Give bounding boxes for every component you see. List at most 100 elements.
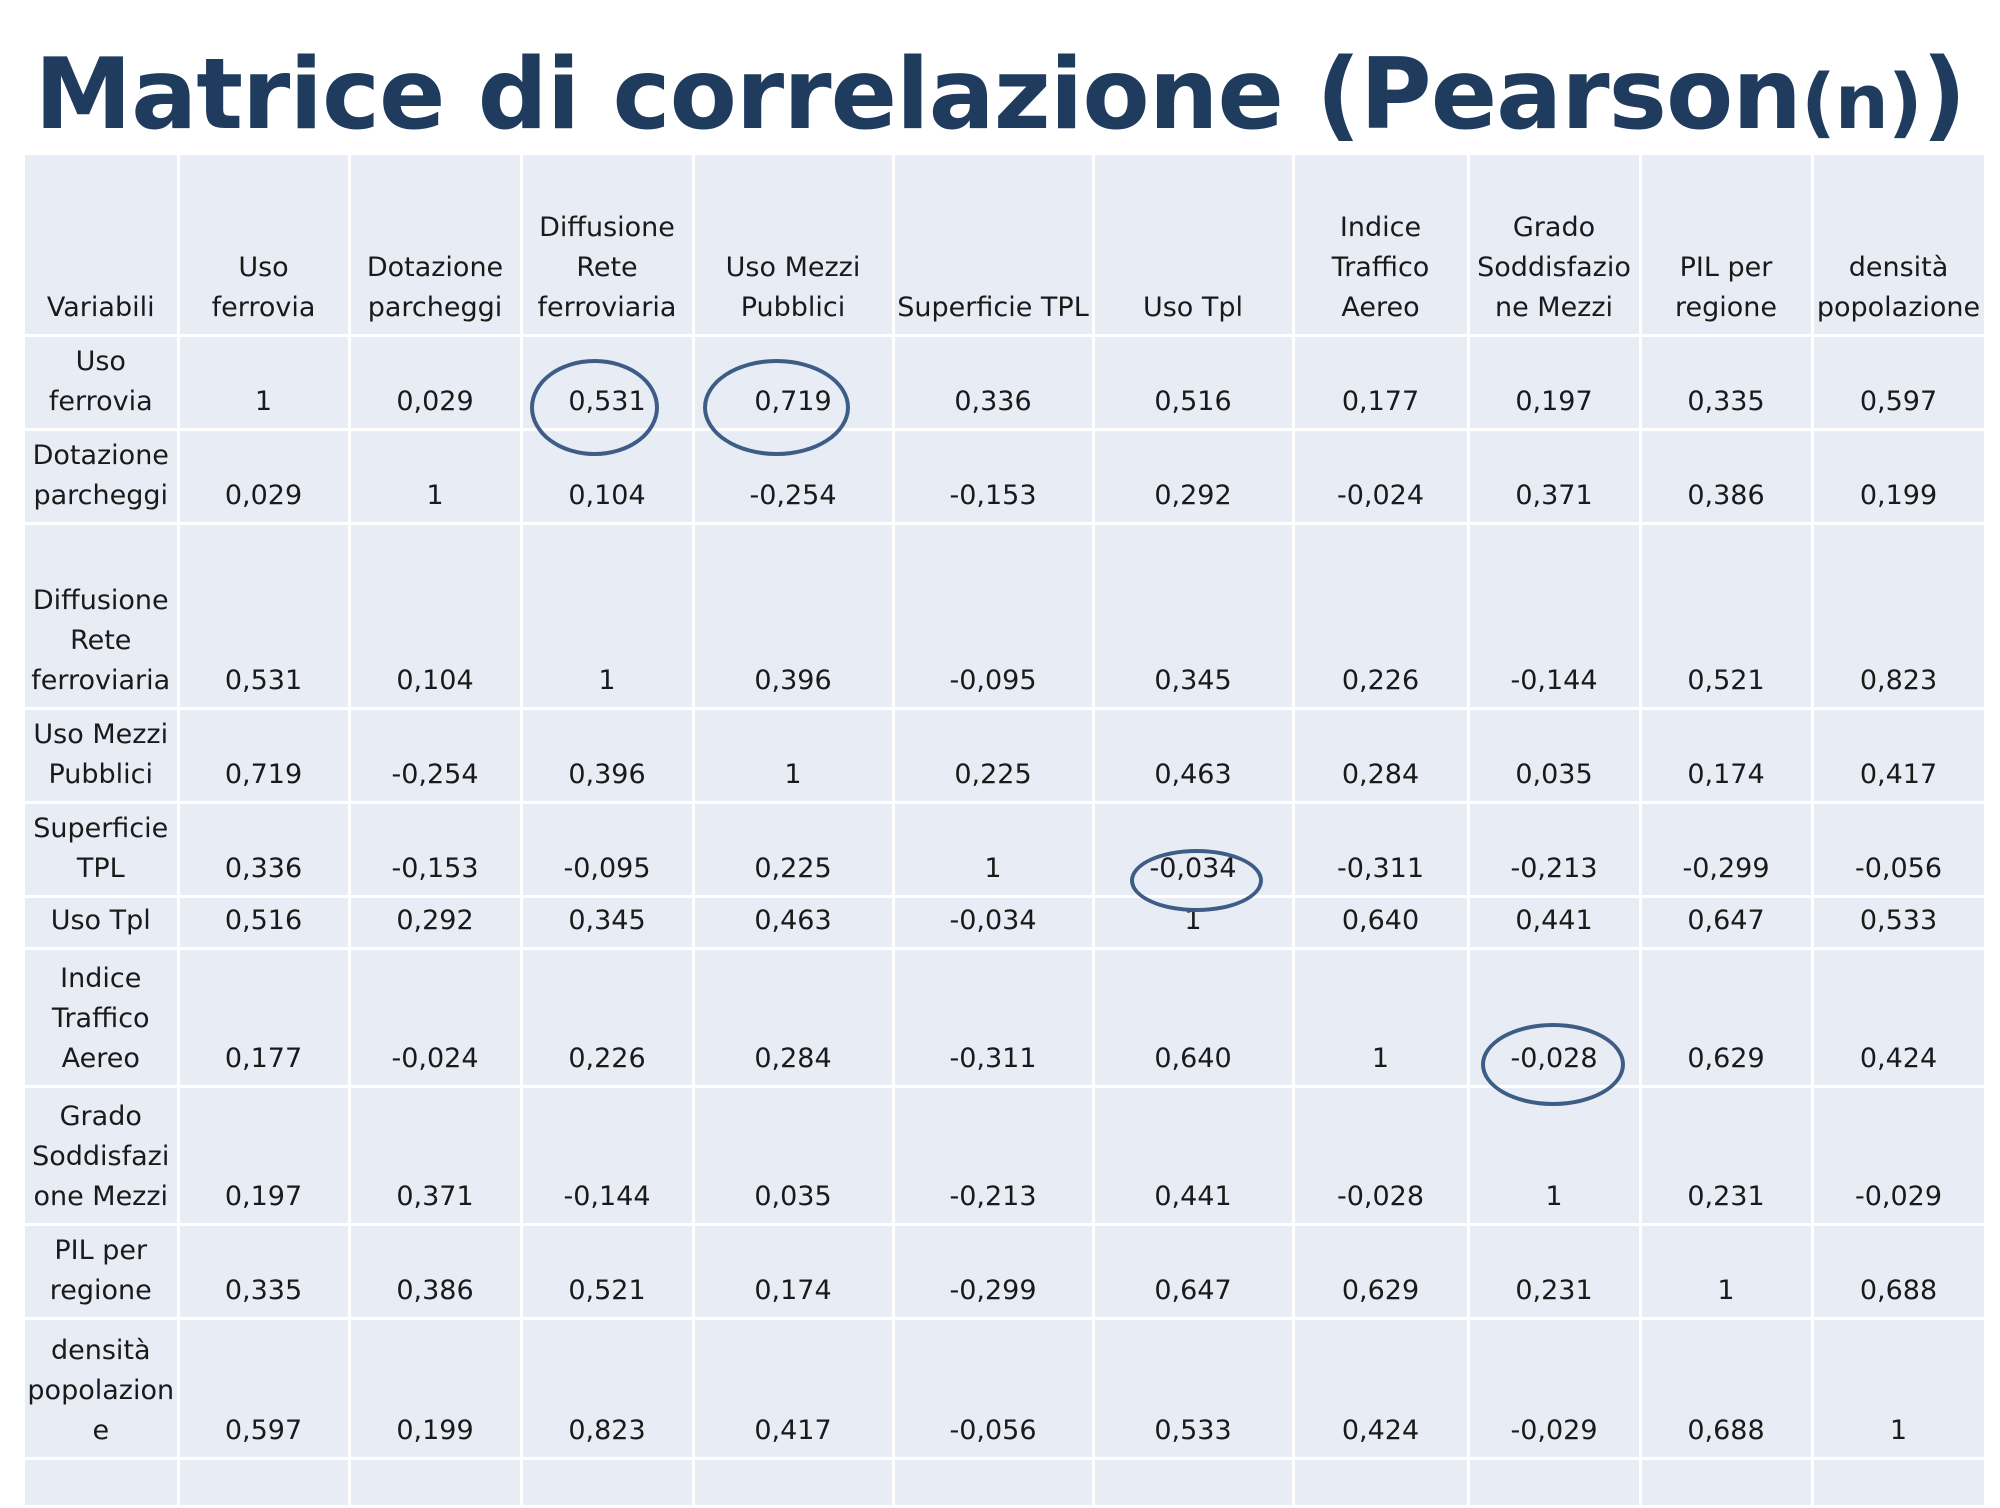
correlation-cell: 1 [1468,1086,1642,1226]
row-label: Uso Tpl [25,896,180,950]
correlation-cell: 0,424 [1293,1318,1470,1460]
correlation-cell: 0,177 [1293,335,1470,431]
correlation-matrix-table: Variabili Uso ferrovia Dotazione parcheggi… [25,155,1987,1508]
correlation-cell: 0,035 [693,1086,895,1226]
correlation-cell: 0,336 [178,802,351,898]
correlation-cell: 1 [693,708,895,804]
correlation-cell: 0,647 [1640,896,1814,950]
correlation-cell: 0,029 [349,335,523,431]
correlation-cell: 0,719 [693,335,895,431]
correlation-cell: 0,226 [1293,523,1470,710]
row-label: Uso Mezzi Pubblici [25,708,180,804]
row-label: Indice Traffico Aereo [25,948,180,1088]
correlation-cell: -0,144 [1468,523,1642,710]
table-row: Indice Traffico Aereo 0,177 -0,024 0,226 0,2… [25,948,1987,1088]
row-label: Superficie TPL [25,802,180,898]
table-row: Uso ferrovia 1 0,029 0,531 0,719 0,336 0,516 0,… [25,335,1987,431]
row-label: Dotazione parcheggi [25,429,180,525]
correlation-cell: 1 [1640,1224,1814,1320]
table-row: PIL per regione 0,335 0,386 0,521 0,174 -0,29… [25,1224,1987,1320]
empty-row [25,1458,1987,1508]
correlation-cell: 0,225 [893,708,1095,804]
empty-cell [693,1458,895,1508]
correlation-cell: 0,688 [1640,1318,1814,1460]
correlation-cell: -0,056 [1812,802,1987,898]
correlation-cell: -0,029 [1468,1318,1642,1460]
correlation-cell: 0,371 [1468,429,1642,525]
correlation-cell: 0,345 [521,896,695,950]
correlation-cell: 0,225 [693,802,895,898]
column-header: Uso Mezzi Pubblici [693,155,895,337]
correlation-cell: 0,335 [1640,335,1814,431]
table-row: Uso Tpl 0,516 0,292 0,345 0,463 -0,034 1 0,640 0… [25,896,1987,950]
correlation-cell: 0,823 [1812,523,1987,710]
correlation-cell: 0,029 [178,429,351,525]
correlation-cell: 0,441 [1093,1086,1295,1226]
column-header: densità popolazione [1812,155,1987,337]
correlation-cell: -0,095 [893,523,1095,710]
correlation-cell: 0,629 [1293,1224,1470,1320]
empty-cell [1640,1458,1814,1508]
correlation-cell: 0,284 [693,948,895,1088]
correlation-cell: 0,035 [1468,708,1642,804]
correlation-cell: 0,521 [1640,523,1814,710]
correlation-cell: 0,417 [693,1318,895,1460]
empty-cell [521,1458,695,1508]
correlation-cell: 0,823 [521,1318,695,1460]
correlation-cell: 0,597 [178,1318,351,1460]
correlation-cell: 1 [178,335,351,431]
column-header: Uso ferrovia [178,155,351,337]
correlation-cell: 1 [1812,1318,1987,1460]
correlation-cell: 0,516 [178,896,351,950]
correlation-cell: 0,199 [349,1318,523,1460]
table-row: Grado Soddisfazi one Mezzi 0,197 0,371 -0,1… [25,1086,1987,1226]
row-label: densità popolazion e [25,1318,180,1460]
column-header: Diffusione Rete ferroviaria [521,155,695,337]
correlation-cell: 0,533 [1093,1318,1295,1460]
correlation-cell: 0,417 [1812,708,1987,804]
correlation-cell: -0,024 [1293,429,1470,525]
correlation-cell: 0,688 [1812,1224,1987,1320]
correlation-cell: 0,199 [1812,429,1987,525]
correlation-cell: 0,197 [178,1086,351,1226]
column-header: Uso Tpl [1093,155,1295,337]
correlation-cell: 0,424 [1812,948,1987,1088]
empty-cell [1093,1458,1295,1508]
empty-cell [349,1458,523,1508]
correlation-cell: -0,144 [521,1086,695,1226]
correlation-cell: 0,177 [178,948,351,1088]
correlation-cell: -0,034 [1093,802,1295,898]
correlation-cell: 0,335 [178,1224,351,1320]
table-row: Uso Mezzi Pubblici 0,719 -0,254 0,396 1 0,225… [25,708,1987,804]
table-row: densità popolazion e 0,597 0,199 0,823 0,417… [25,1318,1987,1460]
correlation-cell: -0,311 [1293,802,1470,898]
correlation-cell: 0,719 [178,708,351,804]
correlation-cell: 0,647 [1093,1224,1295,1320]
row-label: PIL per regione [25,1224,180,1320]
correlation-cell: 0,231 [1640,1086,1814,1226]
correlation-cell: -0,254 [693,429,895,525]
correlation-cell: -0,299 [1640,802,1814,898]
correlation-cell: 0,463 [693,896,895,950]
correlation-cell: -0,299 [893,1224,1095,1320]
correlation-cell: 0,533 [1812,896,1987,950]
table-row: Dotazione parcheggi 0,029 1 0,104 -0,254 -0,1… [25,429,1987,525]
table-row: Superficie TPL 0,336 -0,153 -0,095 0,225 1 -0,… [25,802,1987,898]
empty-cell [1468,1458,1642,1508]
correlation-cell: 0,463 [1093,708,1295,804]
correlation-cell: 1 [521,523,695,710]
correlation-cell: 0,292 [349,896,523,950]
empty-cell [1293,1458,1470,1508]
correlation-cell: 0,345 [1093,523,1295,710]
correlation-cell: 0,197 [1468,335,1642,431]
correlation-cell: 1 [893,802,1095,898]
column-header: Grado Soddisfazio ne Mezzi [1468,155,1642,337]
correlation-cell: -0,254 [349,708,523,804]
correlation-cell: 0,226 [521,948,695,1088]
correlation-cell: 0,386 [349,1224,523,1320]
slide-title-main: Matrice di correlazione (Pearson [34,38,1803,152]
row-label: Diffusione Rete ferroviaria [25,523,180,710]
correlation-cell: 0,396 [521,708,695,804]
correlation-cell: -0,028 [1293,1086,1470,1226]
correlation-cell: 1 [349,429,523,525]
